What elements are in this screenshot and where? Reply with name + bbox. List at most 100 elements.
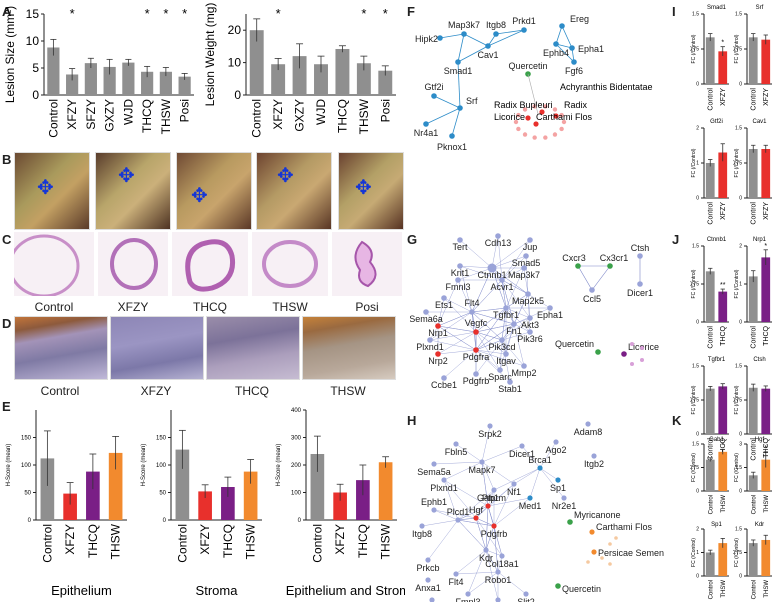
network-node bbox=[423, 309, 429, 315]
bar bbox=[718, 291, 728, 322]
network-node bbox=[469, 309, 475, 315]
panel-label-i: I bbox=[672, 4, 676, 19]
network-edge bbox=[455, 549, 487, 575]
y-axis-label: FC (/Control) bbox=[734, 538, 740, 567]
network-node bbox=[569, 45, 575, 51]
node-label: Map3k7 bbox=[448, 20, 480, 30]
histology-image bbox=[332, 232, 402, 296]
y-axis-label: FC (/Control) bbox=[734, 34, 740, 63]
network-edge bbox=[475, 323, 515, 333]
network-edge bbox=[555, 43, 575, 63]
network-node bbox=[525, 115, 531, 121]
y-tick-label: 0.75 bbox=[733, 47, 742, 53]
y-tick-label: 0 bbox=[739, 489, 742, 495]
network-edge bbox=[459, 265, 493, 269]
network-f: Hipk2 Map3k7 Itgb8 Prkd1 Ereg Cav1 Smad1 Epha1 E… bbox=[414, 14, 653, 152]
significance-star: * bbox=[764, 445, 767, 452]
network-edge bbox=[591, 265, 611, 291]
network-node bbox=[523, 591, 529, 597]
network-edge bbox=[471, 311, 503, 341]
category-label: Control bbox=[708, 88, 715, 111]
network-node bbox=[608, 562, 612, 566]
network-edge bbox=[497, 235, 503, 281]
network-node bbox=[497, 367, 503, 373]
network-edge bbox=[487, 489, 495, 507]
network-node bbox=[487, 263, 497, 273]
network-node bbox=[614, 536, 618, 540]
network-edge bbox=[467, 549, 487, 595]
network-edge bbox=[495, 29, 525, 35]
network-node bbox=[532, 135, 537, 140]
y-tick-label: 0 bbox=[163, 518, 167, 524]
node-label: Flt4 bbox=[464, 298, 479, 308]
network-node bbox=[435, 351, 441, 357]
network-edge bbox=[481, 461, 515, 485]
network-node bbox=[491, 487, 497, 493]
y-axis-label: FC (/Control) bbox=[691, 269, 697, 298]
network-node bbox=[533, 121, 539, 127]
y-tick-label: 1.5 bbox=[735, 364, 742, 370]
y-tick-label: 0.75 bbox=[733, 161, 742, 167]
network-node bbox=[499, 553, 505, 559]
category-label: XFZY bbox=[65, 99, 79, 130]
node-label: Nrp2 bbox=[428, 356, 448, 366]
y-tick-label: 150 bbox=[21, 436, 32, 442]
category-label: THSW bbox=[721, 580, 727, 598]
network-node bbox=[479, 459, 485, 465]
bar bbox=[108, 452, 123, 520]
node-label: Jup bbox=[523, 242, 538, 252]
node-label: Krit1 bbox=[451, 268, 470, 278]
tissue-photo: ✥ bbox=[256, 152, 332, 230]
network-edge bbox=[437, 325, 477, 333]
network-node bbox=[585, 421, 591, 427]
y-axis-label: FC (/Control) bbox=[691, 453, 697, 482]
node-label: Brca1 bbox=[528, 455, 552, 465]
y-axis-label: FC (/Control) bbox=[691, 538, 697, 567]
network-edge bbox=[491, 267, 529, 295]
y-tick-label: 1 bbox=[696, 161, 699, 167]
node-label: Ago2 bbox=[545, 445, 566, 455]
bar bbox=[718, 543, 728, 576]
network-node bbox=[461, 31, 467, 37]
bar bbox=[748, 387, 758, 434]
bar bbox=[748, 37, 758, 84]
node-label: Prkd1 bbox=[512, 16, 536, 26]
node-label: Nr2e1 bbox=[552, 501, 577, 511]
network-edge bbox=[475, 339, 503, 375]
node-label: Map3k7 bbox=[508, 270, 540, 280]
network-node bbox=[522, 107, 528, 112]
network-edge bbox=[443, 479, 459, 521]
network-edge bbox=[527, 293, 551, 309]
network-edge bbox=[429, 331, 477, 341]
y-tick-label: 10 bbox=[228, 56, 242, 70]
network-node bbox=[640, 346, 644, 350]
y-tick-label: 0.75 bbox=[690, 465, 699, 471]
chart-i-srf: 0 0.75 1.5 FC (/Control) Control XFZY Srf bbox=[733, 5, 772, 111]
network-node bbox=[425, 577, 431, 583]
node-label: Quercetin bbox=[555, 339, 594, 349]
network-edge bbox=[539, 467, 565, 499]
network-node bbox=[630, 362, 634, 366]
network-node bbox=[559, 112, 564, 118]
network-edge bbox=[493, 467, 541, 491]
ihc-image bbox=[302, 316, 396, 380]
network-node bbox=[621, 351, 627, 357]
category-label: Control bbox=[40, 524, 54, 563]
network-edge bbox=[501, 279, 515, 325]
category-label: Control bbox=[708, 202, 715, 225]
y-tick-label: 0.75 bbox=[733, 398, 742, 404]
network-edge bbox=[475, 517, 503, 557]
y-tick-label: 10 bbox=[26, 34, 40, 48]
y-tick-label: 0 bbox=[739, 82, 742, 88]
node-label: Srf bbox=[466, 96, 478, 106]
bar bbox=[122, 62, 135, 95]
chart-title: Ctnnb1 bbox=[707, 237, 727, 243]
node-label: Plxnd1 bbox=[416, 342, 444, 352]
histology-label: Posi bbox=[355, 300, 379, 314]
node-label: Map2k5 bbox=[512, 296, 544, 306]
category-label: THSW bbox=[379, 523, 393, 559]
network-edge bbox=[497, 555, 503, 573]
node-label: Quercetin bbox=[508, 61, 547, 71]
bar bbox=[718, 386, 728, 434]
chart-e-epithelium-stroma: 0 100 200 300 400 H-Score (mean) Control XFZY TH… bbox=[276, 408, 405, 598]
